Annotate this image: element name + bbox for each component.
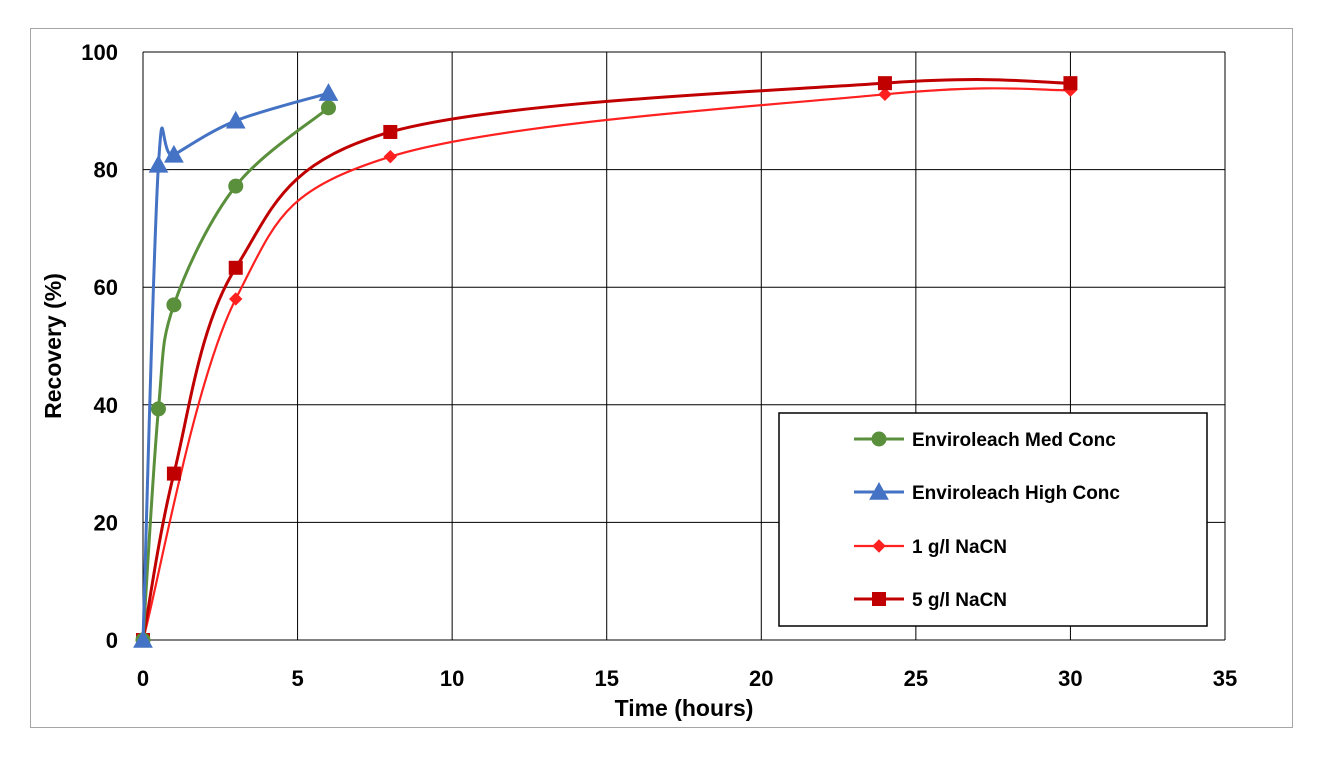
legend-entry: Enviroleach Med Conc — [854, 430, 1116, 451]
y-tick-label: 0 — [106, 628, 118, 653]
y-tick-label: 40 — [94, 393, 118, 418]
legend-swatch-marker — [872, 539, 886, 553]
data-point — [150, 401, 166, 417]
data-point — [164, 144, 184, 163]
data-point — [229, 292, 243, 306]
data-point — [383, 149, 398, 164]
series-4 — [136, 76, 1078, 647]
x-tick-label: 0 — [137, 666, 149, 691]
legend-entry: 1 g/l NaCN — [854, 537, 1007, 558]
y-axis-title: Recovery (%) — [40, 273, 66, 419]
x-tick-label: 15 — [594, 666, 618, 691]
x-tick-label: 5 — [291, 666, 303, 691]
x-tick-label: 25 — [904, 666, 928, 691]
data-point — [877, 76, 892, 91]
data-point — [133, 629, 153, 648]
legend-label: 1 g/l NaCN — [912, 537, 1007, 558]
data-point — [166, 297, 182, 313]
y-tick-label: 100 — [81, 40, 118, 65]
y-tick-labels: 0 20 40 60 80 100 — [81, 40, 118, 653]
x-tick-labels: 0 5 10 15 20 25 30 35 — [137, 666, 1237, 691]
data-point — [225, 110, 246, 129]
series-1 — [135, 100, 336, 648]
legend: Enviroleach Med Conc Enviroleach High Con… — [778, 412, 1208, 627]
x-axis-title: Time (hours) — [615, 695, 754, 721]
data-point — [320, 100, 336, 116]
legend-label: Enviroleach Med Conc — [912, 430, 1116, 451]
y-tick-label: 60 — [94, 275, 118, 300]
series-2 — [133, 83, 339, 648]
x-tick-label: 30 — [1058, 666, 1082, 691]
data-point — [228, 260, 243, 275]
legend-box — [778, 412, 1208, 627]
legend-entry: Enviroleach High Conc — [854, 481, 1120, 504]
series-layer — [133, 76, 1078, 648]
y-tick-label: 80 — [94, 158, 118, 183]
data-point — [318, 83, 339, 101]
data-point — [166, 466, 181, 481]
data-point — [148, 154, 169, 173]
data-point — [383, 124, 398, 139]
legend-swatch-marker — [872, 592, 886, 606]
data-point — [228, 178, 244, 194]
data-point — [878, 87, 892, 102]
legend-swatch-marker — [871, 431, 887, 447]
y-tick-label: 20 — [94, 510, 118, 535]
legend-entry: 5 g/l NaCN — [854, 590, 1007, 611]
x-tick-label: 20 — [749, 666, 773, 691]
legend-label: 5 g/l NaCN — [912, 590, 1007, 611]
legend-label: Enviroleach High Conc — [912, 483, 1120, 504]
legend-swatch-marker — [869, 481, 889, 500]
x-tick-label: 35 — [1213, 666, 1237, 691]
data-point — [1063, 76, 1078, 91]
x-tick-label: 10 — [440, 666, 464, 691]
